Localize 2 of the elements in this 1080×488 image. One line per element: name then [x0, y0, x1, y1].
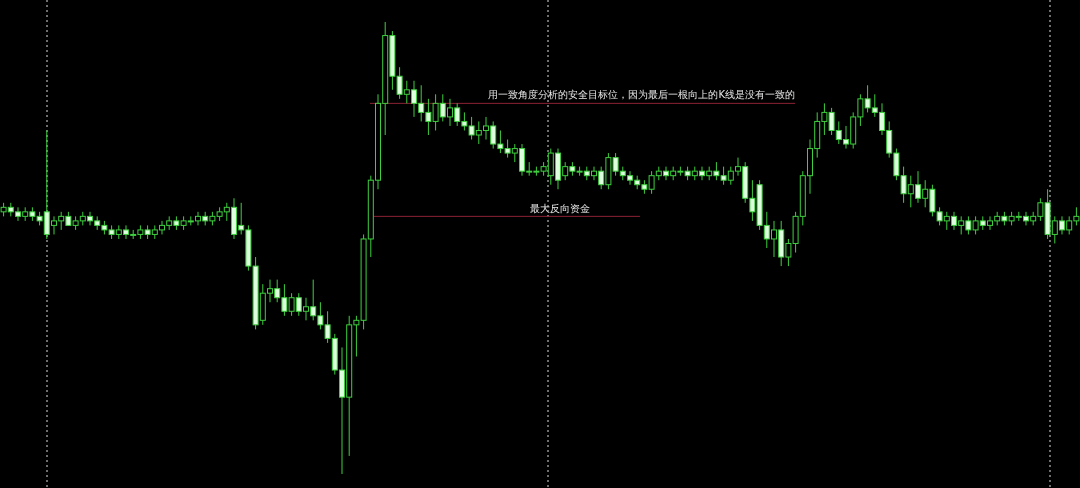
ref-line-label: 用一致角度分析的安全目标位，因为最后一根向上的K线是没有一致的: [488, 89, 795, 101]
ref-line-label: 最大反向资金: [530, 203, 590, 215]
